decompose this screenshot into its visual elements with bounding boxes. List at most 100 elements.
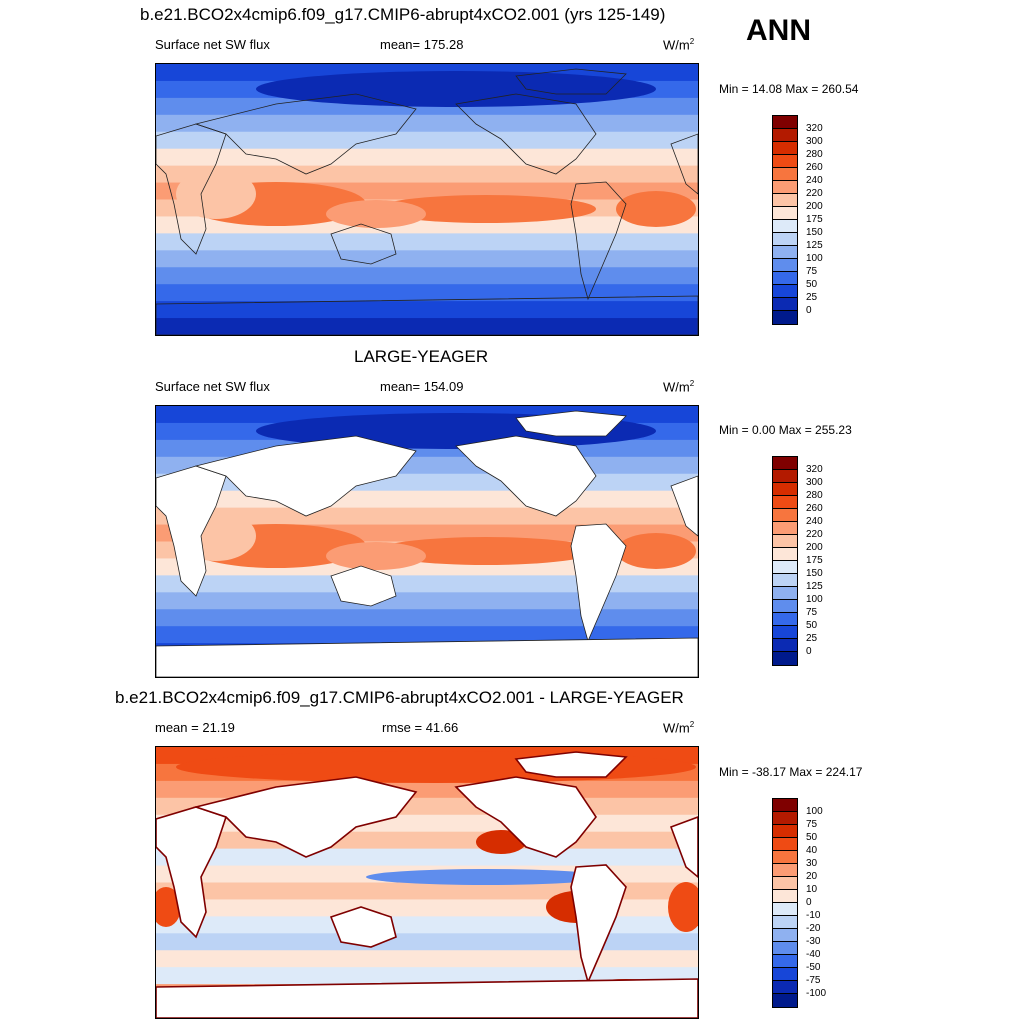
colorbar-swatch: [773, 968, 797, 981]
colorbar-label: -100: [806, 988, 827, 999]
colorbar-label: 100: [806, 806, 823, 817]
colorbar-swatch: [773, 825, 797, 838]
panel1-map-field: [156, 64, 698, 335]
colorbar-swatch: [773, 535, 797, 548]
colorbar-swatch: [773, 916, 797, 929]
colorbar-label: 50: [806, 279, 818, 290]
colorbar-label: -20: [806, 923, 821, 934]
colorbar-swatch: [773, 955, 797, 968]
colorbar-swatch: [773, 851, 797, 864]
panel1-colorbar: [772, 115, 798, 325]
colorbar-label: 150: [806, 568, 823, 579]
panel1-units: W/m2: [663, 37, 695, 53]
colorbar-label: 175: [806, 214, 823, 225]
colorbar-swatch: [773, 298, 797, 311]
panel2-units: W/m2: [663, 379, 695, 395]
colorbar-swatch: [773, 613, 797, 626]
panel3-mean-label: mean = 21.19: [155, 720, 235, 735]
panel1-minmax: Min = 14.08 Max = 260.54: [719, 82, 859, 96]
colorbar-swatch: [773, 129, 797, 142]
colorbar-swatch: [773, 639, 797, 652]
colorbar-swatch: [773, 877, 797, 890]
colorbar-label: 75: [806, 607, 818, 618]
colorbar-label: 200: [806, 542, 823, 553]
panel2-map-field: [156, 406, 698, 677]
colorbar-swatch: [773, 194, 797, 207]
colorbar-swatch: [773, 942, 797, 955]
colorbar-swatch: [773, 574, 797, 587]
colorbar-label: 50: [806, 832, 818, 843]
colorbar-swatch: [773, 246, 797, 259]
panel2-colorbar: [772, 456, 798, 666]
colorbar-swatch: [773, 233, 797, 246]
colorbar-swatch: [773, 116, 797, 129]
colorbar-label: 240: [806, 175, 823, 186]
colorbar-swatch: [773, 168, 797, 181]
colorbar-swatch: [773, 561, 797, 574]
colorbar-swatch: [773, 142, 797, 155]
colorbar-swatch: [773, 864, 797, 877]
colorbar-label: 50: [806, 620, 818, 631]
colorbar-label: 320: [806, 123, 823, 134]
colorbar-swatch: [773, 587, 797, 600]
colorbar-label: 125: [806, 240, 823, 251]
season-label: ANN: [746, 14, 811, 47]
panel1-mean-label: mean= 175.28: [380, 37, 464, 52]
colorbar-swatch: [773, 220, 797, 233]
panel3-minmax: Min = -38.17 Max = 224.17: [719, 765, 863, 779]
colorbar-swatch: [773, 929, 797, 942]
colorbar-label: 125: [806, 581, 823, 592]
colorbar-swatch: [773, 483, 797, 496]
colorbar-label: 0: [806, 646, 812, 657]
colorbar-swatch: [773, 496, 797, 509]
colorbar-swatch: [773, 838, 797, 851]
panel2-title: LARGE-YEAGER: [354, 347, 489, 366]
colorbar-swatch: [773, 509, 797, 522]
colorbar-label: -40: [806, 949, 821, 960]
colorbar-label: 100: [806, 594, 823, 605]
colorbar-label: 25: [806, 633, 818, 644]
colorbar-swatch: [773, 812, 797, 825]
colorbar-label: 260: [806, 503, 823, 514]
colorbar-label: -30: [806, 936, 821, 947]
colorbar-label: 30: [806, 858, 818, 869]
colorbar-swatch: [773, 155, 797, 168]
panel3-map: [155, 746, 699, 1019]
colorbar-label: 220: [806, 188, 823, 199]
colorbar-label: 20: [806, 871, 818, 882]
colorbar-label: 25: [806, 292, 818, 303]
panel1-map: [155, 63, 699, 336]
panel1-variable-label: Surface net SW flux: [155, 37, 270, 52]
panel2-minmax: Min = 0.00 Max = 255.23: [719, 423, 852, 437]
colorbar-label: -10: [806, 910, 821, 921]
colorbar-label: 200: [806, 201, 823, 212]
colorbar-swatch: [773, 548, 797, 561]
panel3-title: b.e21.BCO2x4cmip6.f09_g17.CMIP6-abrupt4x…: [115, 688, 684, 707]
colorbar-label: 280: [806, 490, 823, 501]
colorbar-label: 240: [806, 516, 823, 527]
panel3-units: W/m2: [663, 720, 695, 736]
panel2-variable-label: Surface net SW flux: [155, 379, 270, 394]
panel2-mean-label: mean= 154.09: [380, 379, 464, 394]
colorbar-swatch: [773, 272, 797, 285]
colorbar-swatch: [773, 207, 797, 220]
colorbar-label: 260: [806, 162, 823, 173]
colorbar-label: 280: [806, 149, 823, 160]
colorbar-swatch: [773, 311, 797, 324]
colorbar-label: 220: [806, 529, 823, 540]
colorbar-swatch: [773, 457, 797, 470]
colorbar-swatch: [773, 994, 797, 1007]
panel1-title: b.e21.BCO2x4cmip6.f09_g17.CMIP6-abrupt4x…: [140, 5, 666, 24]
colorbar-label: 75: [806, 266, 818, 277]
colorbar-swatch: [773, 259, 797, 272]
colorbar-label: 175: [806, 555, 823, 566]
colorbar-label: 75: [806, 819, 818, 830]
colorbar-label: 300: [806, 477, 823, 488]
colorbar-label: 10: [806, 884, 818, 895]
colorbar-swatch: [773, 600, 797, 613]
colorbar-swatch: [773, 981, 797, 994]
panel3-rmse-label: rmse = 41.66: [382, 720, 459, 735]
panel3-map-field: [156, 747, 698, 1018]
colorbar-label: 100: [806, 253, 823, 264]
colorbar-swatch: [773, 181, 797, 194]
